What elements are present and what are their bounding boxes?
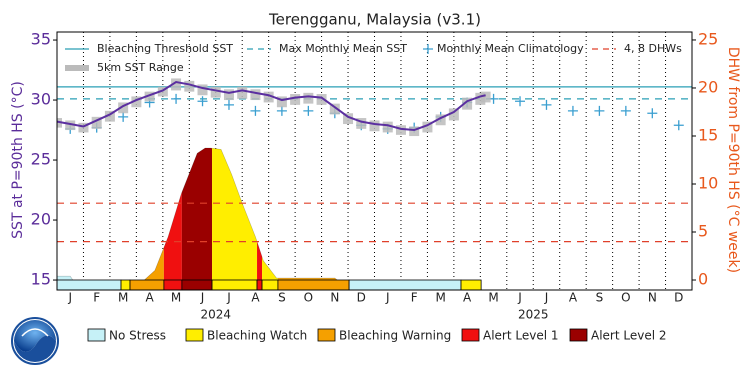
x-tick-label: A <box>251 291 260 305</box>
y-tick-label: 15 <box>31 270 51 289</box>
legend-symbol <box>423 44 433 54</box>
y2-tick-label: 15 <box>698 125 718 144</box>
x-tick-label: D <box>674 291 683 305</box>
x-tick-label: J <box>200 291 205 305</box>
stress-legend-swatch <box>185 328 204 342</box>
stress-bar <box>181 279 213 290</box>
climatology-marker <box>250 105 261 116</box>
y2-tick-label: 20 <box>698 77 718 96</box>
stress-legend-label: Alert Level 2 <box>591 329 667 343</box>
y2-tick-label: 10 <box>698 173 718 192</box>
stress-legend-label: Alert Level 1 <box>483 329 559 343</box>
x-tick-label: J <box>385 291 390 305</box>
chart-title: Terengganu, Malaysia (v3.1) <box>268 11 481 29</box>
x-tick-label: M <box>118 291 128 305</box>
climatology-marker <box>171 93 182 104</box>
climatology-marker <box>541 99 552 110</box>
stress-legend-label: No Stress <box>109 329 166 343</box>
y2-tick-label: 5 <box>698 222 708 241</box>
x-tick-label: J <box>67 291 72 305</box>
x-tick-label: A <box>145 291 154 305</box>
year-label: 2025 <box>518 308 549 322</box>
x-tick-label: A <box>463 291 472 305</box>
x-tick-label: F <box>93 291 100 305</box>
stress-bar <box>277 279 350 290</box>
climatology-marker <box>515 96 526 107</box>
climatology-marker <box>303 105 314 116</box>
climatology-marker <box>673 120 684 131</box>
stress-bar <box>460 279 482 290</box>
climatology-marker <box>223 99 234 110</box>
x-tick-label: O <box>304 291 313 305</box>
x-tick-label: J <box>517 291 522 305</box>
plot-frame <box>56 31 693 291</box>
y-axis-label: SST at P=90th HS (°C) <box>10 81 26 239</box>
climatology-marker <box>647 108 658 119</box>
x-tick-label: S <box>278 291 286 305</box>
x-tick-label: N <box>330 291 339 305</box>
legend-label: Max Monthly Mean SST <box>279 42 407 55</box>
y-tick-label: 30 <box>31 90 51 109</box>
climatology-marker <box>197 96 208 107</box>
climatology-marker <box>620 105 631 116</box>
climatology-marker <box>594 105 605 116</box>
x-tick-label: A <box>569 291 578 305</box>
legend-label: Monthly Mean Climatology <box>437 42 584 55</box>
noaa-logo <box>11 317 59 365</box>
climatology-marker <box>567 105 578 116</box>
stress-legend-label: Bleaching Watch <box>207 329 307 343</box>
x-tick-label: F <box>411 291 418 305</box>
x-tick-label: M <box>488 291 498 305</box>
climatology-marker <box>276 105 287 116</box>
stress-legend-label: Bleaching Warning <box>339 329 451 343</box>
legend-label: 5km SST Range <box>97 61 184 74</box>
stress-bar <box>57 279 122 290</box>
stress-bar <box>163 279 183 290</box>
climatology-marker <box>118 111 129 122</box>
y2-axis-label: DHW from P=90th HS (°C week) <box>725 47 741 273</box>
stress-bar <box>256 279 263 290</box>
x-tick-label: S <box>596 291 604 305</box>
x-tick-label: O <box>621 291 630 305</box>
x-tick-label: M <box>171 291 181 305</box>
stress-legend-swatch <box>461 328 480 342</box>
y-tick-label: 20 <box>31 210 51 229</box>
stress-bar <box>129 279 165 290</box>
x-tick-label: M <box>435 291 445 305</box>
x-tick-label: N <box>648 291 657 305</box>
stress-bar <box>348 279 462 290</box>
stress-bar <box>261 279 279 290</box>
x-tick-label: J <box>544 291 549 305</box>
y-tick-label: 25 <box>31 150 51 169</box>
y2-tick-label: 0 <box>698 270 708 289</box>
x-tick-label: D <box>357 291 366 305</box>
legend-label: Bleaching Threshold SST <box>97 42 233 55</box>
stress-bar <box>120 279 131 290</box>
stress-bar <box>211 279 258 290</box>
year-label: 2024 <box>200 308 231 322</box>
legend-label: 4, 8 DHWs <box>624 42 682 55</box>
stress-legend-swatch <box>87 328 106 342</box>
y2-tick-label: 25 <box>698 29 718 48</box>
stress-legend-swatch <box>317 328 336 342</box>
sst-line <box>57 80 486 132</box>
stress-legend-swatch <box>569 328 588 342</box>
x-tick-label: J <box>226 291 231 305</box>
y-tick-label: 35 <box>31 30 51 49</box>
